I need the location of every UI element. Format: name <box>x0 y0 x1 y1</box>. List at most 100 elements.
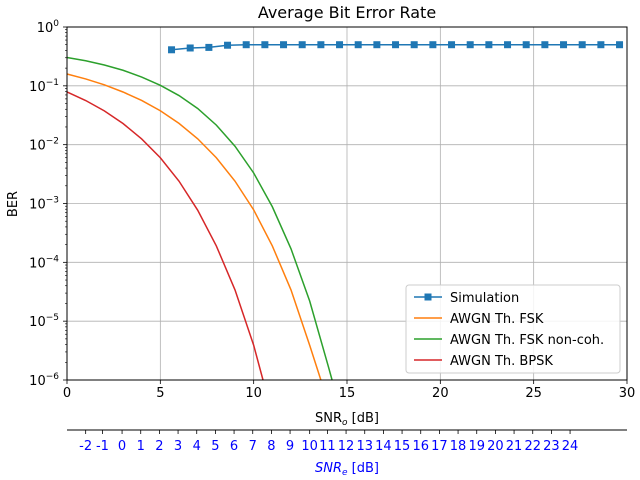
secondary-tick-label: 11 <box>319 439 336 454</box>
x-tick-label: 10 <box>245 386 262 401</box>
y-tick-label: 10−2 <box>29 137 59 154</box>
secondary-tick-label: 14 <box>375 439 392 454</box>
secondary-tick-label: 20 <box>487 439 504 454</box>
data-point-simulation <box>597 41 605 49</box>
legend: Simulation AWGN Th. FSK AWGN Th. FSK non-c… <box>405 284 621 374</box>
data-point-simulation <box>205 43 213 51</box>
data-point-simulation <box>485 41 493 49</box>
secondary-tick-label: 23 <box>543 439 560 454</box>
y-tick-base: 10 <box>29 374 46 389</box>
secondary-tick-label: 17 <box>431 439 448 454</box>
secondary-tick-label: 2 <box>155 439 163 454</box>
x-axis-label: SNRo [dB] <box>315 411 379 428</box>
y-tick-label: 100 <box>37 19 60 36</box>
secondary-axis-label-main: SNR <box>315 461 342 476</box>
series-line-awgn-th-fsk-non-coh <box>66 56 333 381</box>
y-tick-exponent: −1 <box>46 78 59 88</box>
data-point-simulation <box>317 41 325 49</box>
x-tick-label: 0 <box>63 386 71 401</box>
secondary-tick-label: 24 <box>562 439 579 454</box>
secondary-tick-label: 4 <box>193 439 201 454</box>
secondary-tick-label: 12 <box>338 439 355 454</box>
secondary-tick-label: -1 <box>96 439 109 454</box>
data-point-simulation <box>261 41 269 49</box>
secondary-tick-label: 21 <box>506 439 523 454</box>
series-line-awgn-th-fsk <box>66 73 322 381</box>
legend-box <box>405 284 621 374</box>
secondary-tick-label: 10 <box>301 439 318 454</box>
y-tick-base: 10 <box>29 256 46 271</box>
data-point-simulation <box>410 41 418 49</box>
secondary-tick-label: 3 <box>174 439 182 454</box>
legend-swatch-marker <box>424 293 432 301</box>
y-tick-base: 10 <box>29 198 46 213</box>
legend-label: AWGN Th. FSK <box>450 312 544 327</box>
x-axis-label-unit: [dB] <box>348 411 379 426</box>
data-point-simulation <box>541 41 549 49</box>
x-tick-label: 5 <box>156 386 164 401</box>
data-point-simulation <box>578 41 586 49</box>
y-tick-exponent: −2 <box>46 137 59 147</box>
legend-label: AWGN Th. FSK non-coh. <box>450 333 604 348</box>
secondary-tick-label: 18 <box>450 439 467 454</box>
secondary-tick-label: 5 <box>211 439 219 454</box>
data-point-simulation <box>429 41 437 49</box>
y-tick-exponent: −6 <box>46 372 60 382</box>
secondary-tick-label: 1 <box>137 439 145 454</box>
secondary-tick-label: 13 <box>356 439 373 454</box>
y-tick-base: 10 <box>37 21 54 36</box>
y-tick-label: 10−3 <box>29 196 59 213</box>
legend-label: Simulation <box>450 291 519 306</box>
x-tick-label: 15 <box>339 386 356 401</box>
x-tick-label: 25 <box>525 386 542 401</box>
data-point-simulation <box>298 41 306 49</box>
secondary-tick-label: 0 <box>118 439 126 454</box>
data-point-simulation <box>392 41 400 49</box>
data-point-simulation <box>168 46 176 54</box>
data-point-simulation <box>616 41 624 49</box>
x-axis-label-main: SNR <box>315 411 342 426</box>
data-point-simulation <box>280 41 288 49</box>
y-tick-base: 10 <box>29 315 46 330</box>
data-point-simulation <box>336 41 344 49</box>
secondary-tick-label: 9 <box>286 439 294 454</box>
data-point-simulation <box>373 41 381 49</box>
secondary-tick-label: 19 <box>468 439 485 454</box>
secondary-tick-label: 22 <box>524 439 541 454</box>
y-tick-exponent: −3 <box>46 196 59 206</box>
y-tick-label: 10−4 <box>29 254 59 271</box>
y-tick-exponent: −4 <box>46 254 60 264</box>
y-tick-base: 10 <box>29 80 46 95</box>
legend-label: AWGN Th. BPSK <box>450 354 553 369</box>
secondary-tick-label: 15 <box>394 439 411 454</box>
data-point-simulation <box>560 41 568 49</box>
y-tick-base: 10 <box>29 139 46 154</box>
secondary-tick-label: 6 <box>230 439 238 454</box>
chart-title: Average Bit Error Rate <box>258 3 436 22</box>
data-point-simulation <box>466 41 474 49</box>
x-tick-label: 30 <box>619 386 636 401</box>
y-tick-exponent: 0 <box>53 19 59 29</box>
data-point-simulation <box>186 44 194 52</box>
series-layer <box>66 41 624 381</box>
y-tick-label: 10−5 <box>29 313 59 330</box>
series-line-awgn-th-bpsk <box>66 91 264 381</box>
data-point-simulation <box>522 41 530 49</box>
data-point-simulation <box>242 41 250 49</box>
secondary-tick-label: 7 <box>249 439 257 454</box>
x-tick-label: 20 <box>432 386 449 401</box>
data-point-simulation <box>504 41 512 49</box>
data-point-simulation <box>354 41 362 49</box>
secondary-axis-label-subscript: e <box>342 468 348 478</box>
secondary-axis-label-unit: [dB] <box>348 461 379 476</box>
secondary-axis: -2 -1 0 1 2 3 4 5 6 7 8 9 10 11 12 13 14 15 16 17 18 19 20 21 22… <box>67 429 627 454</box>
y-tick-exponent: −5 <box>46 313 59 323</box>
x-axis-label-subscript: o <box>342 418 348 428</box>
y-axis-label: BER <box>6 191 21 217</box>
data-point-simulation <box>224 41 232 49</box>
secondary-tick-label: -2 <box>79 439 92 454</box>
y-tick-label: 10−6 <box>29 372 59 389</box>
